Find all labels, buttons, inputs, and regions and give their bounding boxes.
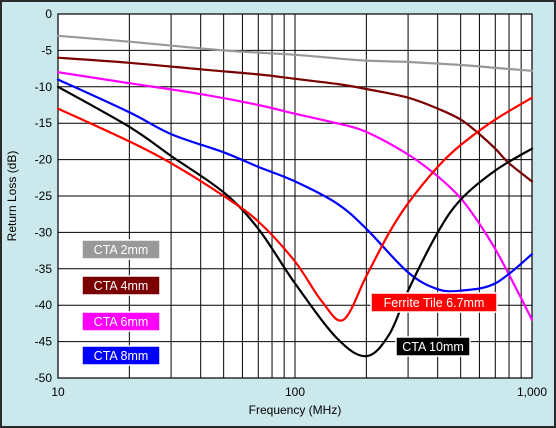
- series-label-text: Ferrite Tile 6.7mm: [384, 296, 485, 310]
- series-label-ferrite-tile-6-7mm: Ferrite Tile 6.7mm: [370, 292, 498, 313]
- x-tick-label: 1,000: [517, 385, 547, 399]
- x-tick-label: 10: [51, 385, 65, 399]
- y-tick-label: -10: [35, 80, 53, 94]
- series-lines: [56, 34, 534, 358]
- series-line-cta-2mm: [56, 34, 534, 72]
- y-tick-label: -50: [35, 371, 53, 385]
- series-label-box: [81, 239, 161, 260]
- series-line-ferrite-tile-6-7mm: [56, 96, 534, 322]
- series-label-text: CTA 4mm: [94, 279, 149, 293]
- y-axis-title: Return Loss (dB): [5, 151, 19, 242]
- y-tick-label: 0: [45, 7, 52, 21]
- series-label-text: CTA 6mm: [94, 315, 149, 329]
- series-label-box: [81, 345, 161, 366]
- series-label-text: CTA 8mm: [94, 349, 149, 363]
- y-tick-label: -15: [35, 116, 53, 130]
- y-tick-label: -40: [35, 298, 53, 312]
- series-line-cta-6mm: [56, 71, 534, 321]
- plot-border: [57, 13, 533, 379]
- y-tick-label: -45: [35, 335, 53, 349]
- series-label-cta-4mm: CTA 4mm: [81, 275, 161, 296]
- series-label-cta-8mm: CTA 8mm: [81, 345, 161, 366]
- series-line-cta-4mm: [56, 56, 534, 183]
- y-tick-label: -35: [35, 262, 53, 276]
- series-line-cta-10mm: [56, 85, 534, 358]
- series-label-cta-6mm: CTA 6mm: [81, 311, 161, 332]
- series-label-cta-2mm: CTA 2mm: [81, 239, 161, 260]
- y-tick-label: -25: [35, 189, 53, 203]
- series-label-box: [370, 292, 498, 313]
- y-tick-label: -5: [41, 43, 52, 57]
- series-label-box: [395, 336, 471, 357]
- series-label-text: CTA 10mm: [402, 340, 464, 354]
- x-tick-label: 100: [285, 385, 305, 399]
- series-label-cta-10mm: CTA 10mm: [395, 336, 471, 357]
- x-axis-title: Frequency (MHz): [249, 403, 342, 417]
- series-line-cta-8mm: [56, 78, 534, 293]
- series-label-text: CTA 2mm: [94, 243, 149, 257]
- series-labels: CTA 2mm CTA 4mm CTA 6mm CTA 8mm Ferrite Tile…: [81, 239, 498, 366]
- y-tick-label: -30: [35, 225, 53, 239]
- series-label-box: [81, 311, 161, 332]
- y-tick-label: -20: [35, 153, 53, 167]
- series-label-box: [81, 275, 161, 296]
